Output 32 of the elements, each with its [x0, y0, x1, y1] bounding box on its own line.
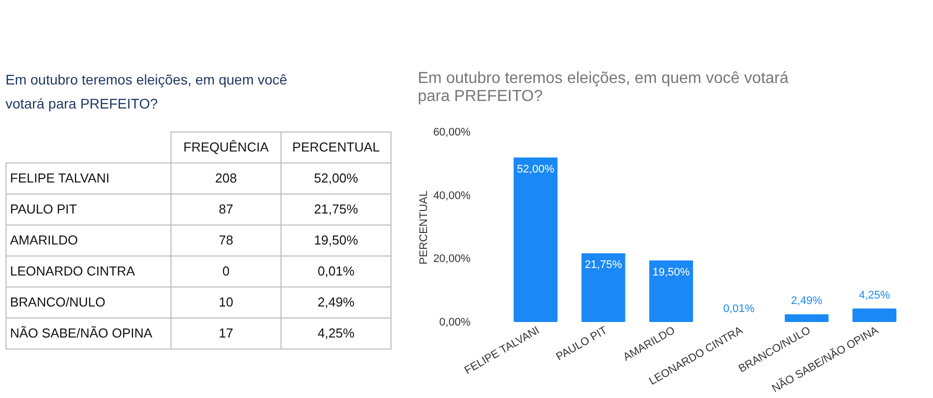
text: 87: [218, 202, 234, 216]
y-tick-label: 0,00%: [439, 316, 471, 328]
text: 52,00%: [314, 170, 358, 186]
chart-title: Em outubro teremos eleições, em quem você votará para PREFEITO?: [418, 70, 789, 105]
data-label: 4,25%: [858, 290, 890, 302]
text: 19,50%: [314, 232, 358, 248]
text: Em outubro teremos eleições, em quem você votará para PREFEITO?: [6, 72, 288, 112]
data-label: 2,49%: [791, 295, 822, 308]
text: FELIPE TALVANI: [10, 170, 110, 186]
y-axis-title: PERCENTUAL: [418, 190, 430, 264]
text: 21,75%: [314, 202, 358, 216]
text: 78: [218, 232, 234, 248]
y-tick-label: 60,00%: [433, 126, 471, 138]
text: BRANCO/NULO: [10, 294, 106, 310]
text: 0,01%: [318, 264, 355, 278]
text: FREQUÊNCIA: [183, 140, 269, 154]
data-label: 19,50%: [652, 266, 690, 278]
text: 0: [222, 264, 230, 278]
text: 208: [215, 170, 237, 186]
text: PAULO PIT: [10, 202, 77, 216]
data-label: 0,01%: [723, 302, 755, 315]
y-tick-label: 40,00%: [433, 190, 471, 202]
data-label: 21,75%: [584, 259, 622, 272]
text: AMARILDO: [10, 232, 78, 248]
text: 2,49%: [318, 294, 355, 310]
data-label: 52,00%: [516, 163, 554, 176]
text: PERCENTUAL: [292, 140, 380, 154]
text: 17: [218, 326, 234, 340]
text: LEONARDO CINTRA: [10, 264, 136, 278]
text: 10: [218, 294, 234, 310]
text: 4,25%: [318, 326, 355, 340]
y-tick-label: 20,00%: [433, 253, 471, 266]
